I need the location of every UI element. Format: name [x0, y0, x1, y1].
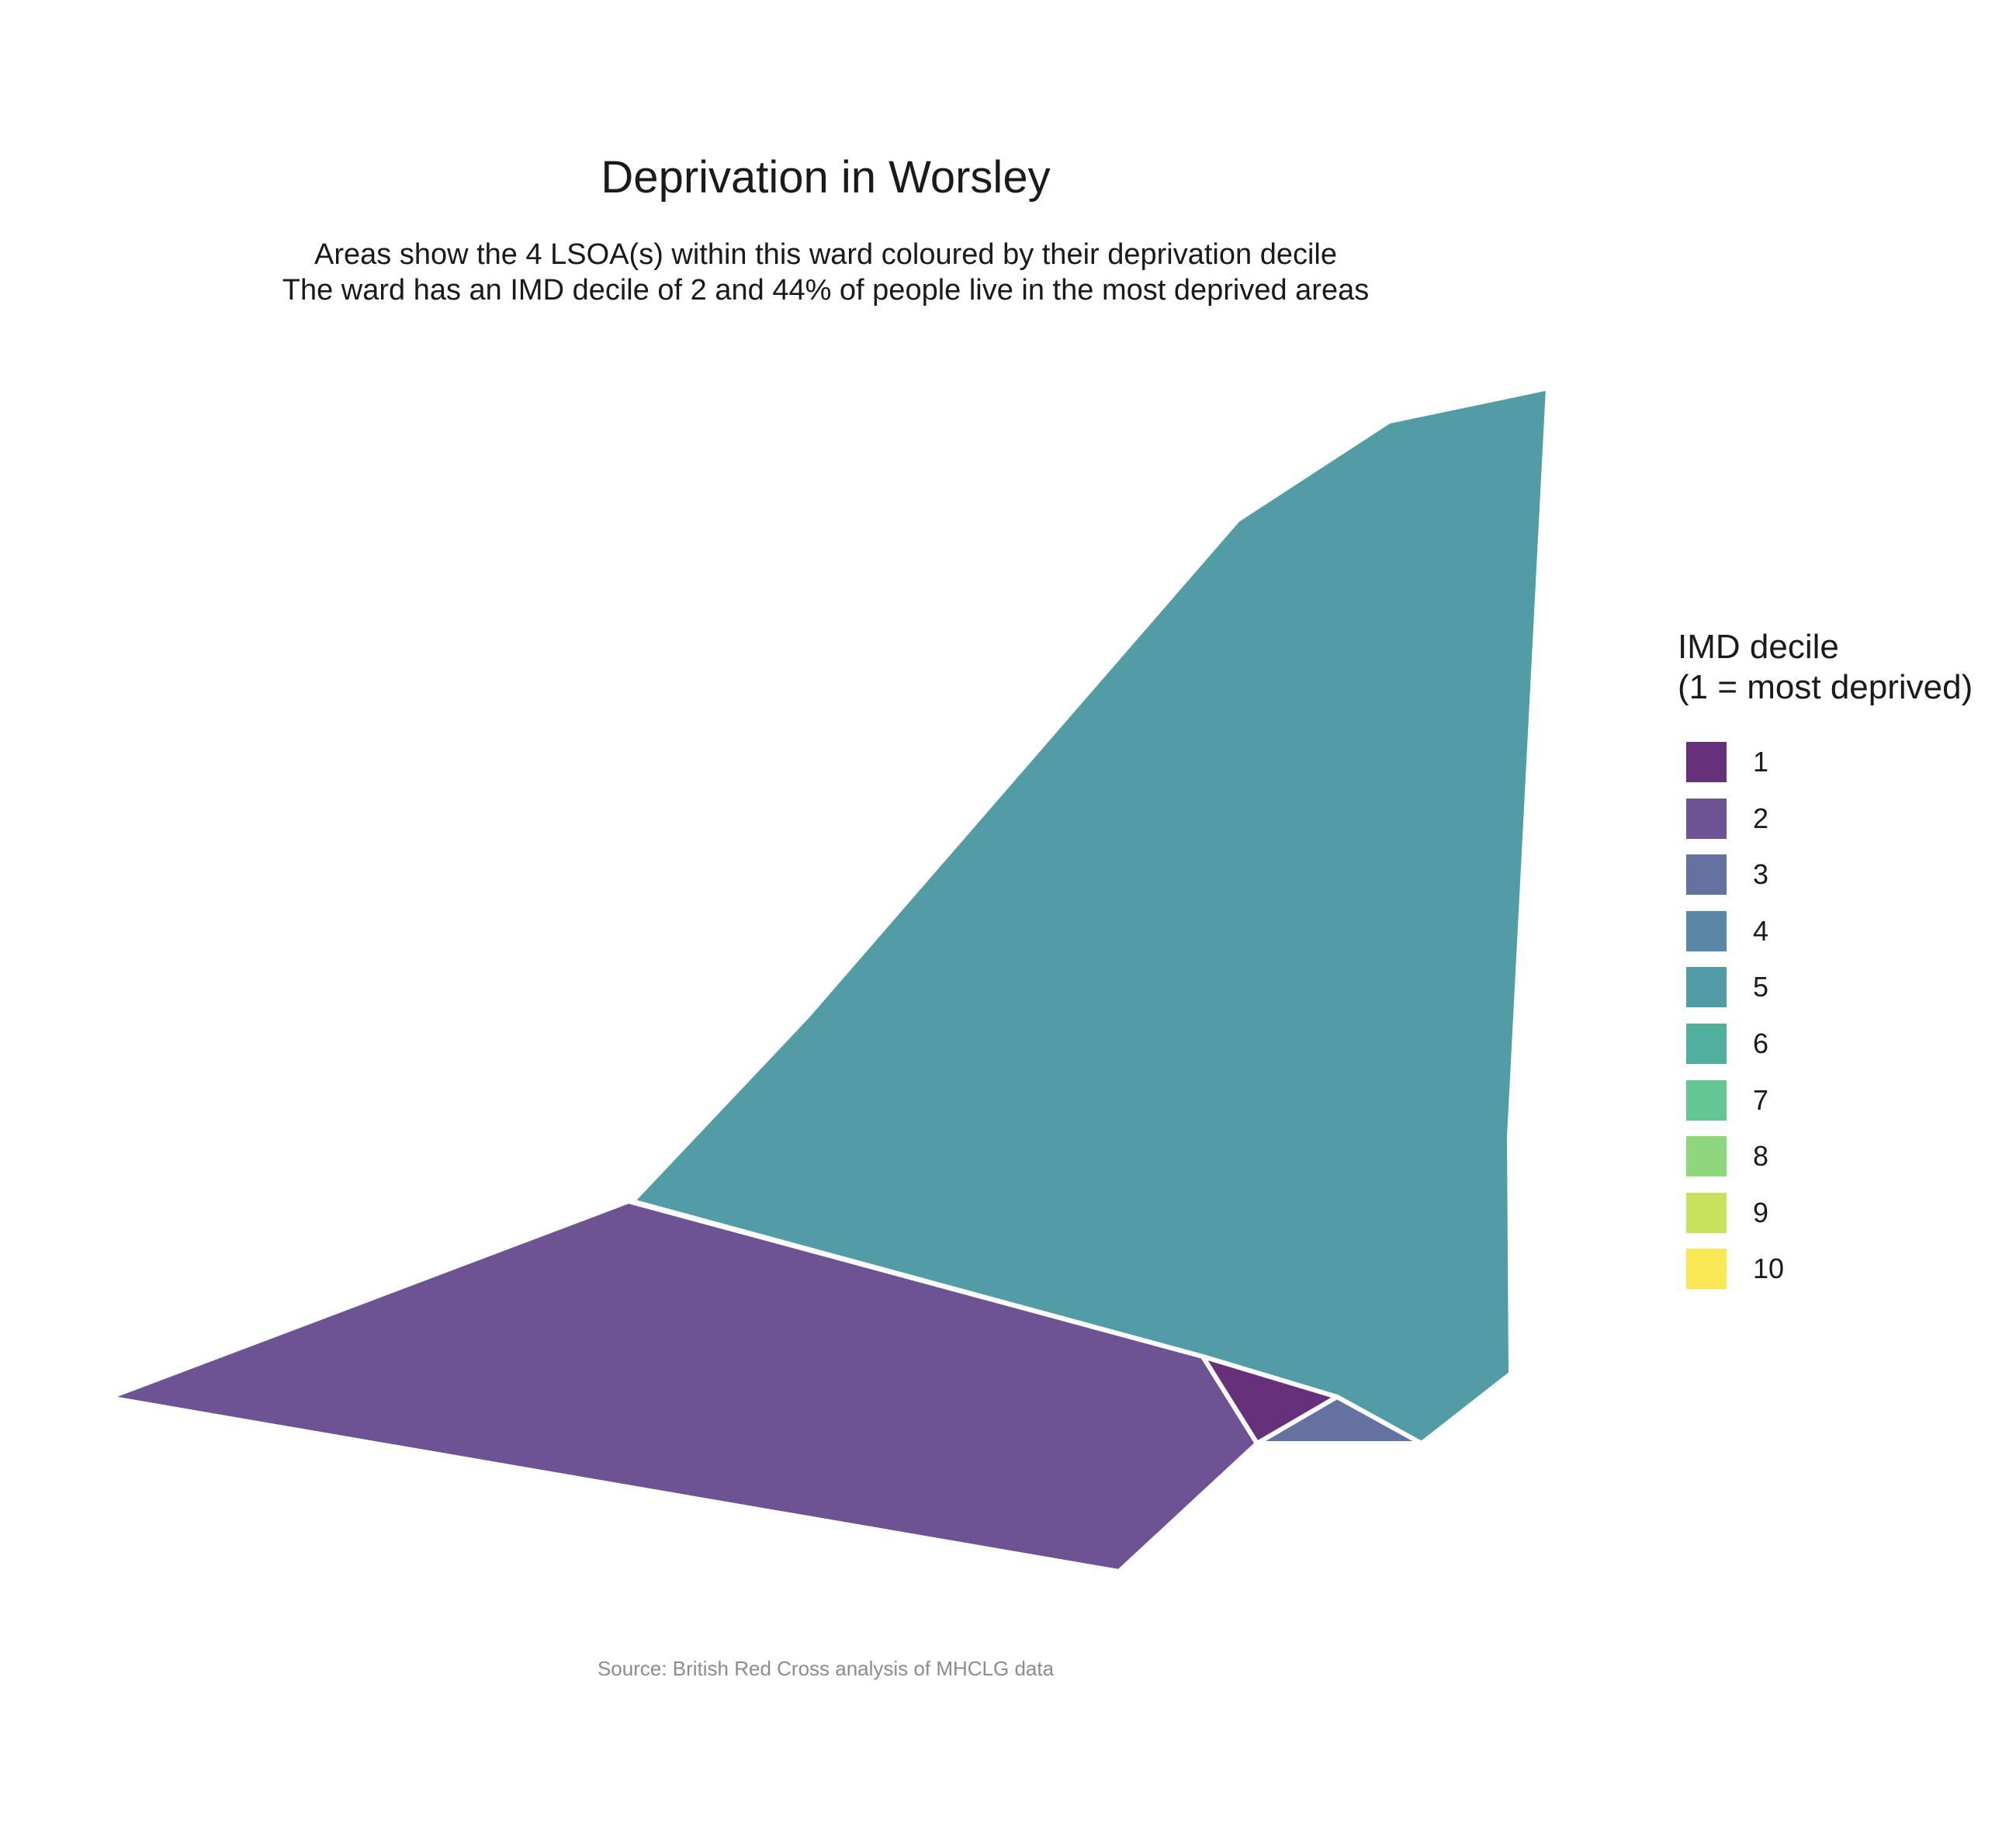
legend-label: 10	[1753, 1253, 1785, 1285]
legend-label: 7	[1753, 1083, 1769, 1116]
legend-label: 8	[1753, 1140, 1769, 1173]
chart-subtitle: Areas show the 4 LSOA(s) within this war…	[0, 237, 1651, 309]
subtitle-line-2: The ward has an IMD decile of 2 and 44% …	[282, 274, 1370, 307]
legend-item-3: 3	[1678, 847, 1973, 903]
legend-label: 3	[1753, 858, 1769, 891]
legend-swatch	[1686, 1079, 1727, 1121]
legend-label: 5	[1753, 971, 1769, 1003]
legend-title: IMD decile (1 = most deprived)	[1678, 627, 1973, 708]
legend-title-line-1: IMD decile	[1678, 628, 1839, 666]
legend-label: 4	[1753, 914, 1769, 947]
legend-title-line-2: (1 = most deprived)	[1678, 667, 1973, 706]
legend-swatch	[1686, 1192, 1727, 1233]
legend-label: 1	[1753, 746, 1769, 778]
legend-list: 1 2 3 4 5 6 7 8 9 10	[1678, 734, 1973, 1298]
legend-swatch	[1686, 1249, 1727, 1290]
legend-swatch	[1686, 798, 1727, 839]
legend-item-4: 4	[1678, 903, 1973, 960]
legend-swatch	[1686, 910, 1727, 951]
legend-item-2: 2	[1678, 790, 1973, 847]
legend-item-6: 6	[1678, 1016, 1973, 1072]
legend-label: 6	[1753, 1027, 1769, 1060]
legend-swatch	[1686, 1136, 1727, 1177]
source-caption: Source: British Red Cross analysis of MH…	[597, 1657, 1055, 1680]
legend-swatch	[1686, 854, 1727, 896]
map-area-decile-3[interactable]	[1255, 1395, 1424, 1446]
chart-title: Deprivation in Worsley	[601, 152, 1051, 203]
legend-swatch	[1686, 1024, 1727, 1065]
legend-label: 9	[1753, 1196, 1769, 1228]
legend-item-1: 1	[1678, 734, 1973, 791]
legend-item-9: 9	[1678, 1185, 1973, 1242]
legend: IMD decile (1 = most deprived) 1 2 3 4 5 6 7 8 9…	[1678, 627, 1973, 1298]
legend-swatch	[1686, 967, 1727, 1008]
subtitle-line-1: Areas show the 4 LSOA(s) within this war…	[314, 238, 1337, 271]
legend-label: 2	[1753, 802, 1769, 834]
legend-item-5: 5	[1678, 959, 1973, 1016]
legend-item-8: 8	[1678, 1128, 1973, 1185]
legend-item-7: 7	[1678, 1072, 1973, 1128]
legend-swatch	[1686, 742, 1727, 783]
legend-item-10: 10	[1678, 1241, 1973, 1298]
